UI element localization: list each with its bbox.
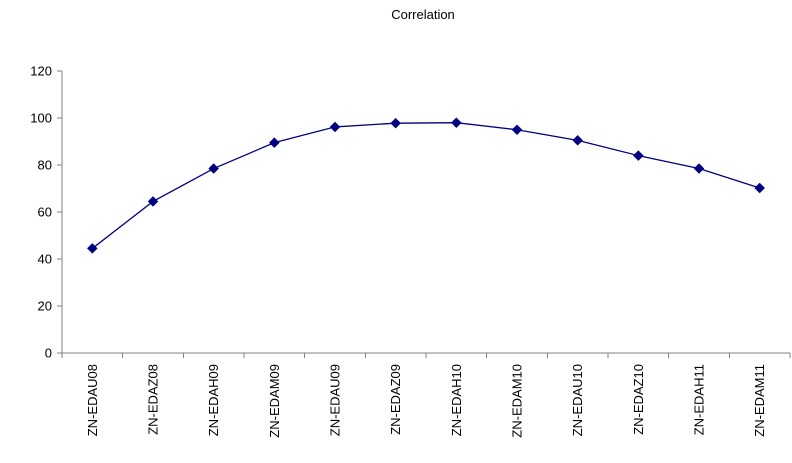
y-tick-label: 0: [45, 346, 52, 361]
x-tick-label: ZN-EDAU08: [85, 364, 100, 436]
y-tick-label: 40: [38, 252, 52, 267]
data-point: [511, 124, 523, 136]
x-tick-label: ZN-EDAH11: [692, 364, 707, 435]
x-axis: ZN-EDAU08 ZN-EDAZ08 ZN-EDAH09 ZN-EDAM09 ZN-E…: [61, 352, 791, 438]
data-point: [450, 117, 462, 129]
x-tick-label: ZN-EDAM10: [510, 364, 525, 438]
data-point: [572, 134, 584, 146]
x-tick-label: ZN-EDAM09: [267, 364, 282, 438]
y-tick-label: 20: [38, 299, 52, 314]
y-axis: 0 20 40 60 80 100 120: [30, 64, 63, 361]
series-layer: [86, 117, 766, 254]
data-point: [86, 243, 98, 254]
y-tick-label: 60: [38, 205, 52, 220]
x-tick-label: ZN-EDAH10: [449, 364, 464, 436]
y-tick-label: 80: [38, 158, 52, 173]
data-point: [632, 150, 644, 161]
data-point: [693, 163, 705, 174]
series-line: [91, 122, 760, 249]
chart-title: Correlation: [391, 7, 455, 22]
x-tick-label: ZN-EDAZ08: [146, 364, 161, 435]
data-point: [147, 196, 159, 207]
data-point: [208, 163, 220, 174]
x-tick-label: ZN-EDAZ09: [388, 364, 403, 435]
y-tick-label: 120: [30, 64, 52, 79]
data-point: [754, 182, 766, 194]
y-tick-label: 100: [30, 111, 52, 126]
x-tick-label: ZN-EDAM11: [752, 364, 767, 437]
x-tick-label: ZN-EDAZ10: [631, 364, 646, 435]
data-point: [329, 121, 341, 133]
data-point: [390, 117, 402, 129]
data-point: [268, 137, 280, 149]
x-tick-label: ZN-EDAU10: [570, 364, 585, 436]
x-tick-label: ZN-EDAH09: [206, 364, 221, 436]
x-tick-label: ZN-EDAU09: [328, 364, 343, 436]
